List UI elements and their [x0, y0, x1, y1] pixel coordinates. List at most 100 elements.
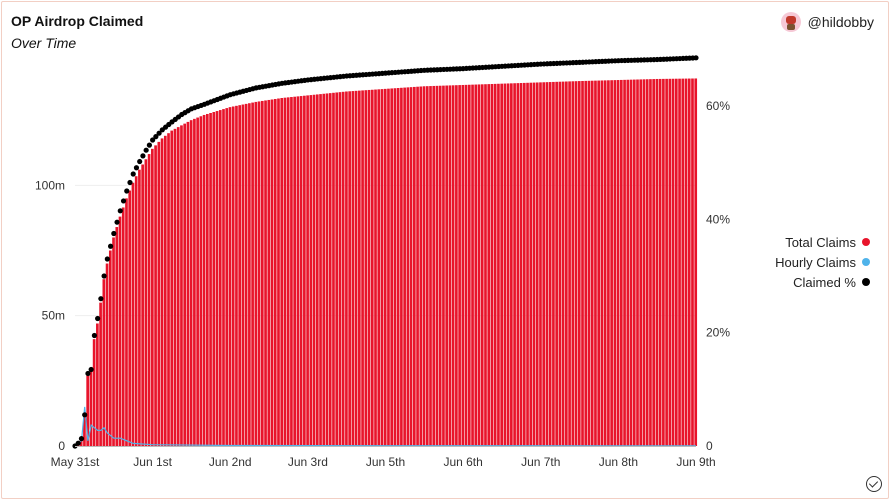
point-claimed-pct	[140, 153, 146, 159]
bar-total-claims	[461, 84, 465, 446]
bar-total-claims	[587, 80, 591, 446]
bar-total-claims	[264, 100, 267, 447]
bar-total-claims	[590, 80, 594, 446]
bar-total-claims	[526, 82, 529, 446]
bar-total-claims	[403, 87, 406, 446]
point-claimed-pct	[156, 130, 162, 136]
point-claimed-pct	[143, 147, 149, 153]
bar-total-claims	[681, 78, 685, 446]
point-claimed-pct	[82, 412, 88, 418]
bar-total-claims	[296, 96, 300, 447]
bar-total-claims	[193, 118, 196, 446]
bar-total-claims	[299, 96, 303, 447]
bar-total-claims	[471, 84, 474, 447]
bar-total-claims	[577, 81, 581, 447]
x-tick-label: Jun 2nd	[209, 455, 252, 469]
legend-dot	[862, 238, 870, 246]
bar-total-claims	[629, 79, 633, 446]
bar-total-claims	[121, 207, 125, 446]
bar-total-claims	[506, 83, 510, 446]
bar-total-claims	[662, 78, 665, 447]
bar-total-claims	[377, 89, 381, 447]
bar-total-claims	[510, 83, 513, 446]
bar-total-claims	[286, 97, 290, 446]
bar-total-claims	[251, 102, 254, 447]
y-right-tick-label: 40%	[706, 212, 730, 226]
bar-total-claims	[303, 95, 306, 447]
point-claimed-pct	[75, 440, 81, 446]
point-claimed-pct	[114, 219, 120, 225]
bar-total-claims	[144, 159, 148, 446]
y-right-tick-label: 0	[706, 439, 713, 453]
bar-total-claims	[86, 375, 89, 446]
x-tick-label: Jun 1st	[133, 455, 172, 469]
author-link[interactable]: @hildobby	[780, 12, 874, 32]
bar-total-claims	[422, 86, 426, 446]
bar-total-claims	[183, 123, 187, 447]
bar-total-claims	[364, 90, 368, 446]
bar-total-claims	[603, 80, 607, 447]
bar-total-claims	[99, 302, 102, 446]
bar-total-claims	[477, 84, 481, 447]
bar-total-claims	[497, 83, 500, 446]
bar-total-claims	[532, 82, 536, 446]
legend-dot	[862, 278, 870, 286]
bar-total-claims	[390, 88, 394, 447]
bar-total-claims	[419, 86, 423, 446]
x-tick-label: Jun 9th	[676, 455, 715, 469]
bar-total-claims	[157, 141, 161, 446]
bar-total-claims	[345, 91, 348, 446]
bar-total-claims	[626, 79, 630, 446]
bar-total-claims	[522, 82, 526, 446]
point-claimed-pct	[91, 332, 98, 339]
legend-item-claimed-pct[interactable]: Claimed %	[775, 272, 870, 292]
bar-total-claims	[393, 88, 397, 447]
bar-total-claims	[202, 114, 206, 446]
bar-total-claims	[351, 91, 355, 446]
bar-total-claims	[306, 95, 309, 447]
bar-total-claims	[396, 88, 400, 447]
bar-total-claims	[383, 88, 387, 447]
bar-total-claims	[108, 250, 112, 446]
bar-total-claims	[464, 84, 468, 447]
bar-total-claims	[516, 83, 520, 446]
bar-total-claims	[280, 98, 284, 446]
bar-total-claims	[189, 120, 193, 447]
bar-total-claims	[594, 80, 597, 446]
bar-total-claims	[361, 90, 364, 446]
bar-total-claims	[170, 130, 174, 447]
legend-item-hourly-claims[interactable]: Hourly Claims	[775, 252, 870, 272]
y-right-tick-label: 20%	[706, 326, 730, 340]
bar-total-claims	[332, 92, 335, 447]
bar-total-claims	[574, 81, 578, 446]
check-icon[interactable]	[866, 476, 882, 492]
bar-total-claims	[613, 80, 617, 446]
x-tick-label: Jun 7th	[521, 455, 560, 469]
bar-total-claims	[167, 133, 170, 446]
bar-total-claims	[484, 84, 487, 446]
bar-total-claims	[400, 87, 403, 447]
bar-total-claims	[655, 78, 659, 447]
chart-legend: Total Claims Hourly Claims Claimed %	[775, 232, 870, 292]
bar-total-claims	[241, 104, 245, 446]
bar-total-claims	[442, 85, 445, 447]
bar-total-claims	[138, 169, 141, 446]
bar-total-claims	[160, 138, 164, 446]
bar-total-claims	[118, 216, 122, 446]
bar-total-claims	[196, 117, 199, 446]
bar-total-claims	[235, 105, 238, 446]
bar-total-claims	[335, 92, 339, 447]
bar-total-claims	[500, 83, 503, 446]
bar-total-claims	[209, 112, 212, 446]
author-name: @hildobby	[807, 14, 874, 30]
bar-total-claims	[687, 78, 691, 447]
bar-total-claims	[260, 100, 264, 446]
bar-total-claims	[92, 339, 96, 446]
bar-total-claims	[225, 108, 229, 446]
legend-item-total-claims[interactable]: Total Claims	[775, 232, 870, 252]
bar-total-claims	[694, 78, 698, 447]
point-claimed-pct	[150, 137, 156, 143]
point-claimed-pct	[693, 55, 699, 61]
bar-total-claims	[105, 263, 109, 446]
bar-total-claims	[244, 103, 248, 446]
